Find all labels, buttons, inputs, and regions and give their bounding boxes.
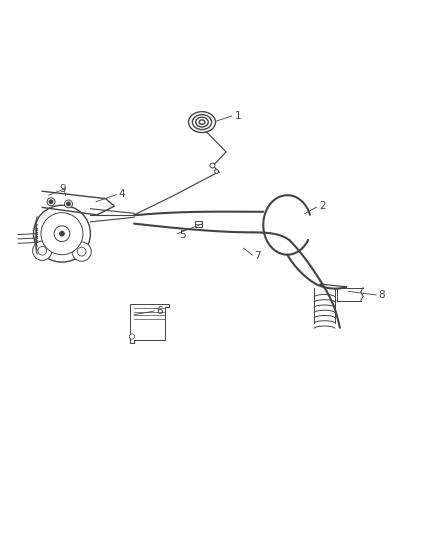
Polygon shape bbox=[130, 304, 169, 343]
Ellipse shape bbox=[195, 117, 208, 127]
Text: 5: 5 bbox=[179, 230, 185, 239]
Circle shape bbox=[54, 226, 70, 241]
Circle shape bbox=[64, 200, 72, 208]
Circle shape bbox=[72, 242, 91, 261]
Text: 9: 9 bbox=[60, 183, 66, 193]
Ellipse shape bbox=[199, 120, 205, 124]
Circle shape bbox=[129, 334, 134, 339]
Circle shape bbox=[32, 241, 52, 261]
Circle shape bbox=[38, 246, 46, 255]
Text: 1: 1 bbox=[234, 110, 241, 120]
Polygon shape bbox=[42, 191, 114, 215]
Circle shape bbox=[77, 247, 86, 256]
Circle shape bbox=[49, 200, 53, 204]
Circle shape bbox=[33, 205, 90, 262]
Text: 8: 8 bbox=[378, 290, 384, 300]
Text: 4: 4 bbox=[118, 189, 124, 199]
Circle shape bbox=[67, 202, 70, 206]
Circle shape bbox=[60, 231, 64, 236]
Bar bbox=[194, 221, 202, 227]
Ellipse shape bbox=[188, 112, 215, 133]
Circle shape bbox=[47, 198, 55, 206]
Ellipse shape bbox=[192, 115, 211, 130]
Circle shape bbox=[41, 213, 83, 255]
Text: 2: 2 bbox=[318, 201, 325, 211]
Text: 6: 6 bbox=[155, 306, 162, 316]
Text: 7: 7 bbox=[254, 252, 261, 261]
